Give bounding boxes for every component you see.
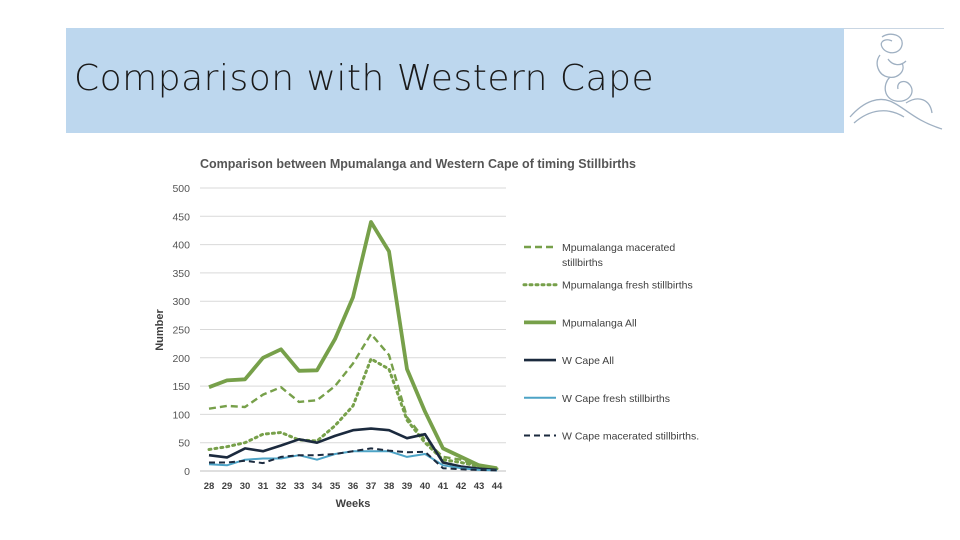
slide-title: Comparison with Western Cape [74, 58, 655, 99]
x-tick-label: 38 [384, 481, 395, 492]
chart-title: Comparison between Mpumalanga and Wester… [200, 157, 636, 171]
chart-series [207, 220, 499, 472]
x-axis-label: Weeks [336, 498, 371, 510]
x-tick-label: 37 [366, 481, 377, 492]
x-tick-label: 36 [348, 481, 359, 492]
chart-canvas: Comparison between Mpumalanga and Wester… [154, 157, 699, 510]
y-tick-label: 350 [172, 268, 190, 280]
y-tick-label: 500 [172, 183, 190, 195]
x-tick-label: 33 [294, 481, 305, 492]
y-tick-label: 150 [172, 381, 190, 393]
series-line-6 [209, 447, 498, 472]
legend-label-1: Mpumalanga macerated stillbirths [562, 242, 675, 269]
chart-legend: Mpumalanga macerated stillbirths Mpumalang… [522, 242, 699, 443]
x-tick-label: 42 [456, 481, 467, 492]
x-tick-label: 29 [222, 481, 233, 492]
y-axis-label: Number [154, 309, 166, 351]
mother-child-logo-icon [849, 33, 943, 130]
x-tick-label: 40 [420, 481, 431, 492]
legend-label-5: W Cape fresh stillbirths [562, 393, 670, 405]
x-tick-label: 35 [330, 481, 341, 492]
chart-gridlines [200, 187, 506, 472]
stillbirth-chart: Comparison between Mpumalanga and Wester… [148, 148, 748, 520]
series-line-2 [207, 357, 499, 471]
legend-label-3: Mpumalanga All [562, 317, 637, 329]
series-line-3 [208, 220, 498, 471]
y-tick-label: 200 [172, 353, 190, 365]
chart-axes: 0 50 100 150 200 250 300 350 400 450 500 28 29 30 31 32… [172, 183, 506, 492]
y-tick-label: 400 [172, 240, 190, 252]
x-tick-label: 31 [258, 481, 269, 492]
y-tick-label: 100 [172, 409, 190, 421]
y-tick-label: 300 [172, 296, 190, 308]
series-line-1 [208, 332, 498, 470]
logo-area [844, 28, 944, 134]
x-tick-label: 39 [402, 481, 413, 492]
x-tick-label: 28 [204, 481, 215, 492]
y-tick-label: 450 [172, 211, 190, 223]
series-line-4 [208, 427, 498, 472]
x-tick-label: 43 [474, 481, 485, 492]
legend-label-6: W Cape macerated stillbirths. [562, 431, 699, 443]
y-tick-label: 50 [178, 438, 190, 450]
x-tick-label: 41 [438, 481, 449, 492]
y-tick-label: 250 [172, 325, 190, 337]
title-banner: Comparison with Western Cape [66, 28, 844, 133]
legend-label-2: Mpumalanga fresh stillbirths [562, 280, 693, 292]
legend-label-4: W Cape All [562, 355, 614, 367]
x-tick-label: 44 [492, 481, 503, 492]
x-tick-label: 34 [312, 481, 323, 492]
x-tick-label: 32 [276, 481, 287, 492]
x-tick-label: 30 [240, 481, 251, 492]
y-tick-label: 0 [184, 466, 190, 478]
